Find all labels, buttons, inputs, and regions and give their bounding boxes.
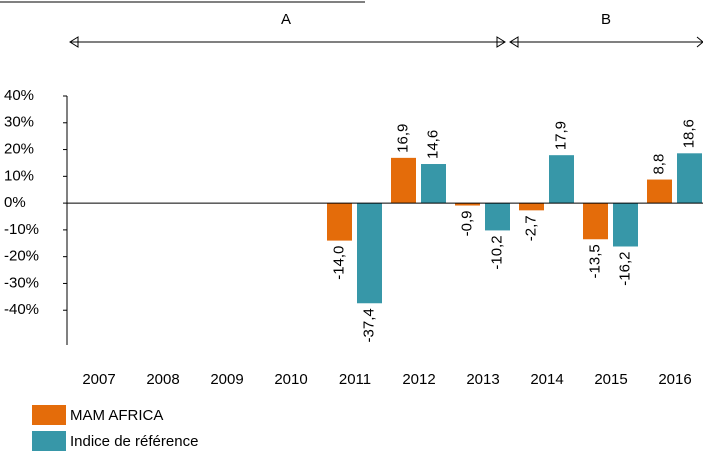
y-tick-label: 0% (4, 194, 26, 211)
y-tick-label: -20% (4, 248, 39, 265)
x-tick-label: 2009 (210, 371, 243, 388)
x-tick-label: 2010 (274, 371, 307, 388)
data-label: 8,8 (650, 154, 667, 175)
data-label: 14,6 (424, 130, 441, 159)
bar (421, 164, 446, 204)
bar (583, 203, 608, 240)
data-label: -14,0 (330, 246, 347, 280)
x-tick-label: 2016 (658, 371, 691, 388)
data-label: -13,5 (586, 244, 603, 278)
x-tick-label: 2012 (402, 371, 435, 388)
y-tick-label: 10% (4, 167, 34, 184)
annotation: B (601, 11, 611, 28)
data-label: 17,9 (552, 121, 569, 150)
data-label: -2,7 (522, 215, 539, 241)
bar (357, 203, 382, 304)
x-tick-label: 2014 (530, 371, 563, 388)
x-tick-label: 2007 (82, 371, 115, 388)
y-tick-label: 20% (4, 141, 34, 158)
bar (549, 155, 574, 204)
data-label: -37,4 (360, 308, 377, 342)
x-tick-label: 2015 (594, 371, 627, 388)
bar (455, 203, 480, 206)
data-label: 16,9 (394, 124, 411, 153)
data-label: 18,6 (680, 119, 697, 148)
legend-label: MAM AFRICA (70, 407, 163, 424)
data-label: -10,2 (488, 235, 505, 269)
bar (677, 153, 702, 204)
x-tick-label: 2013 (466, 371, 499, 388)
bar (647, 179, 672, 204)
bar (519, 203, 544, 211)
bar (391, 157, 416, 204)
period-arrows (69, 36, 703, 48)
y-tick-label: -10% (4, 221, 39, 238)
annotation: A (281, 11, 291, 28)
x-tick-label: 2008 (146, 371, 179, 388)
y-tick-label: -30% (4, 274, 39, 291)
bar (485, 203, 510, 231)
bar (327, 203, 352, 241)
legend-swatch (32, 431, 66, 451)
legend-label: Indice de référence (70, 433, 198, 450)
y-tick-label: -40% (4, 301, 39, 318)
bar (613, 203, 638, 247)
x-tick-label: 2011 (339, 371, 371, 388)
data-label: -16,2 (616, 251, 633, 285)
y-tick-label: 30% (4, 114, 34, 131)
data-label: -0,9 (458, 211, 475, 237)
legend-swatch (32, 405, 66, 425)
y-tick-label: 40% (4, 87, 34, 104)
